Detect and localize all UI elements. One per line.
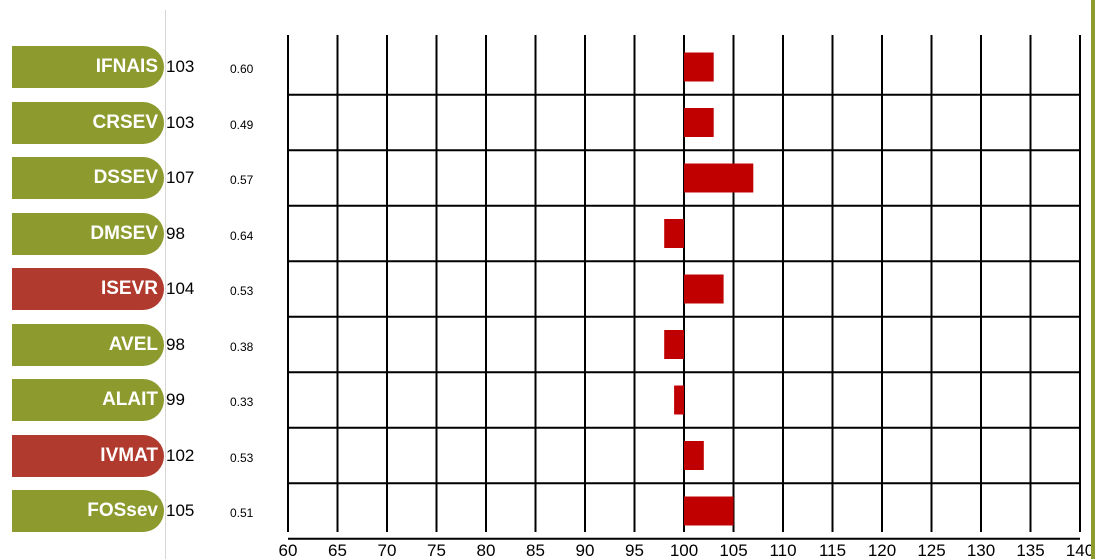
reliability-value: 0.53	[230, 450, 254, 465]
reliability-value: 0.53	[230, 284, 254, 298]
x-tick-label: 115	[819, 541, 846, 559]
x-tick-label: 140	[1066, 541, 1094, 559]
index-value: 105	[166, 501, 195, 520]
right-border	[1091, 0, 1095, 559]
index-bar	[674, 385, 684, 415]
reliability-value: 0.60	[230, 62, 254, 76]
index-value: 99	[166, 390, 185, 409]
x-tick-label: 100	[670, 541, 698, 559]
index-value: 103	[166, 112, 195, 132]
x-tick-label: 85	[526, 541, 545, 559]
x-tick-label: 110	[769, 541, 796, 559]
trait-label: DMSEV	[12, 212, 164, 255]
index-value: 102	[166, 445, 195, 465]
x-tick-label: 125	[917, 541, 945, 559]
index-value: 107	[166, 168, 195, 187]
index-value: 98	[166, 223, 185, 243]
trait-label: ALAIT	[12, 379, 164, 421]
x-tick-label: 120	[868, 541, 896, 559]
index-bar	[684, 274, 724, 304]
x-tick-label: 90	[576, 541, 595, 559]
reliability-value: 0.57	[230, 173, 254, 187]
trait-label: ISEVR	[12, 268, 164, 310]
trait-label: CRSEV	[12, 101, 164, 144]
x-tick-label: 65	[328, 541, 347, 559]
reliability-value: 0.38	[230, 339, 254, 354]
trait-label: IVMAT	[12, 434, 164, 477]
x-tick-label: 95	[625, 541, 644, 559]
x-tick-label: 70	[378, 541, 397, 559]
trait-label: AVEL	[12, 323, 164, 366]
trait-label: FOSsev	[12, 490, 164, 532]
index-bar	[684, 163, 754, 193]
index-value: 104	[166, 279, 195, 298]
index-bar	[664, 330, 684, 359]
x-tick-label: 130	[967, 541, 995, 559]
x-tick-label: 80	[477, 541, 496, 559]
trait-label: DSSEV	[12, 157, 164, 199]
reliability-value: 0.64	[230, 228, 254, 243]
index-value: 98	[166, 334, 185, 354]
trait-label: IFNAIS	[12, 46, 164, 88]
index-bar	[684, 496, 734, 526]
index-value: 103	[166, 57, 195, 76]
x-tick-label: 135	[1016, 541, 1044, 559]
left-divider	[165, 10, 166, 559]
x-tick-label: 75	[427, 541, 446, 559]
x-tick-label: 105	[719, 541, 747, 559]
reliability-value: 0.51	[230, 506, 254, 520]
x-tick-label: 60	[279, 541, 298, 559]
index-bar	[684, 441, 704, 470]
index-bar	[684, 52, 714, 82]
index-bar	[684, 108, 714, 137]
index-bar	[664, 219, 684, 248]
reliability-value: 0.33	[230, 395, 254, 409]
reliability-value: 0.49	[230, 117, 254, 132]
